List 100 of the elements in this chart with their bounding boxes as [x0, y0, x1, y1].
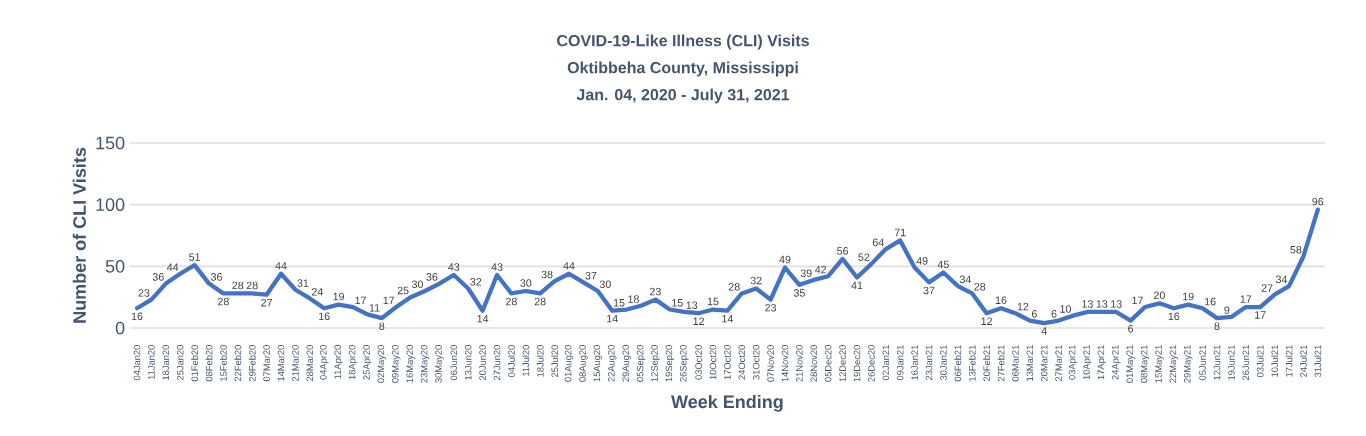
x-tick-label: 20Mar21: [1040, 345, 1048, 382]
data-label: 15: [613, 299, 625, 307]
data-label: 43: [491, 263, 503, 271]
x-tick-label: 15Aug20: [593, 345, 603, 382]
x-tick-label: 04Apr20: [319, 345, 329, 380]
data-label: 30: [599, 280, 611, 289]
data-label: 6: [1128, 324, 1134, 333]
y-tick-label: 0: [115, 321, 125, 335]
x-tick-label: 17Jul21: [1285, 345, 1293, 377]
x-tick-label: 19Jun21: [1228, 345, 1235, 380]
x-tick-label: 12Sep20: [651, 345, 660, 382]
data-label: 28: [506, 297, 517, 306]
x-tick-label: 05Sep20: [636, 345, 646, 382]
x-tick-label: 29Aug20: [622, 345, 631, 382]
x-tick-label: 20Jun20: [479, 345, 486, 381]
x-tick-label: 16Jan21: [911, 345, 918, 380]
x-tick-label: 06Jun20: [450, 345, 458, 381]
x-tick-label: 11Apr20: [334, 345, 343, 379]
x-tick-label: 27Mar21: [1055, 345, 1062, 382]
x-tick-label: 25Jul20: [551, 345, 559, 377]
x-tick-label: 19Dec20: [853, 345, 861, 382]
data-label: 28: [232, 281, 244, 290]
data-label: 12: [693, 317, 704, 325]
data-label: 96: [1312, 197, 1324, 206]
x-tick-label: 06Feb21: [954, 345, 962, 382]
data-label: 10: [1060, 305, 1071, 313]
data-label: 37: [923, 286, 935, 295]
x-tick-label: 28Nov20: [810, 345, 818, 382]
x-tick-label: 07Nov20: [767, 345, 774, 382]
x-tick-label: 01Aug20: [564, 345, 574, 382]
data-label: 44: [166, 263, 179, 271]
data-label: 6: [1031, 310, 1037, 318]
x-tick-label: 24Apr21: [1111, 345, 1121, 380]
x-tick-label: 08Feb20: [205, 345, 213, 382]
x-tick-label: 02Jan21: [882, 345, 890, 381]
data-label: 38: [541, 270, 553, 279]
x-tick-label: 25Apr20: [363, 345, 372, 380]
data-label: 18: [628, 295, 639, 303]
data-label: 43: [448, 263, 460, 271]
x-tick-label: 03Apr21: [1068, 345, 1078, 380]
x-tick-label: 10Jul21: [1271, 345, 1279, 377]
data-label: 36: [211, 273, 222, 281]
x-tick-label: 01May21: [1126, 345, 1135, 383]
x-tick-label: 25Jan20: [176, 345, 184, 381]
x-tick-label: 05Jun21: [1199, 345, 1206, 381]
data-label: 35: [793, 289, 805, 297]
x-tick-label: 02May20: [377, 345, 387, 383]
x-tick-label: 03Jul21: [1256, 345, 1264, 378]
data-label: 52: [858, 253, 870, 261]
data-label: 17: [1132, 296, 1143, 305]
x-tick-label: 23Jan21: [925, 345, 933, 381]
x-tick-label: 13Jun20: [464, 345, 472, 380]
data-label: 58: [1290, 245, 1302, 254]
x-tick-label: 10Apr21: [1083, 345, 1092, 380]
data-label: 51: [189, 253, 201, 261]
x-tick-label: 15May21: [1155, 345, 1164, 383]
data-label: 23: [765, 303, 777, 312]
data-label: 16: [1205, 297, 1216, 306]
x-tick-label: 23May20: [420, 345, 430, 383]
data-label: 32: [470, 278, 482, 286]
x-tick-label: 08May21: [1140, 345, 1150, 383]
x-tick-label: 04Jul20: [507, 345, 515, 378]
data-label: 16: [319, 312, 330, 321]
x-tick-label: 24Jul21: [1299, 345, 1307, 377]
data-label: 14: [722, 315, 734, 323]
data-label: 12: [981, 317, 992, 325]
x-tick-label: 09May20: [391, 345, 401, 383]
data-label: 36: [152, 273, 164, 281]
data-label: 23: [650, 287, 661, 296]
x-tick-label: 22Aug20: [607, 345, 617, 382]
x-tick-label: 31Jul21: [1314, 345, 1322, 378]
data-label: 19: [1183, 292, 1194, 301]
data-label: 4: [1041, 327, 1047, 335]
x-tick-label: 13Feb21: [968, 345, 976, 381]
x-tick-label: 10Oct20: [709, 345, 717, 380]
x-axis-title: Week Ending: [671, 394, 783, 412]
x-tick-label: 14Nov20: [781, 345, 789, 382]
data-label: 6: [1051, 310, 1057, 318]
x-tick-label: 27Jun20: [493, 345, 501, 381]
data-label: 28: [218, 297, 229, 306]
x-tick-label: 18Apr20: [348, 345, 358, 380]
data-label: 27: [1261, 284, 1273, 292]
x-tick-label: 14Mar20: [277, 345, 285, 381]
data-label: 23: [138, 289, 150, 297]
data-label: 12: [1017, 302, 1029, 311]
x-tick-label: 29Feb20: [248, 345, 256, 382]
x-tick-label: 03Oct20: [695, 345, 702, 380]
y-axis-title: Number of CLI Visits: [72, 147, 86, 323]
data-label: 19: [333, 292, 345, 301]
data-label: 44: [275, 262, 287, 270]
x-tick-label: 20Feb21: [983, 345, 991, 382]
data-label: 14: [477, 315, 489, 323]
x-tick-label: 17Oct20: [724, 345, 731, 380]
data-label: 44: [563, 262, 575, 270]
data-label: 25: [397, 286, 409, 295]
x-tick-label: 29May21: [1183, 345, 1193, 383]
data-label: 13: [1082, 300, 1093, 308]
data-label: 45: [937, 260, 949, 269]
x-tick-label: 01Feb20: [191, 345, 199, 382]
data-label: 30: [520, 279, 532, 287]
